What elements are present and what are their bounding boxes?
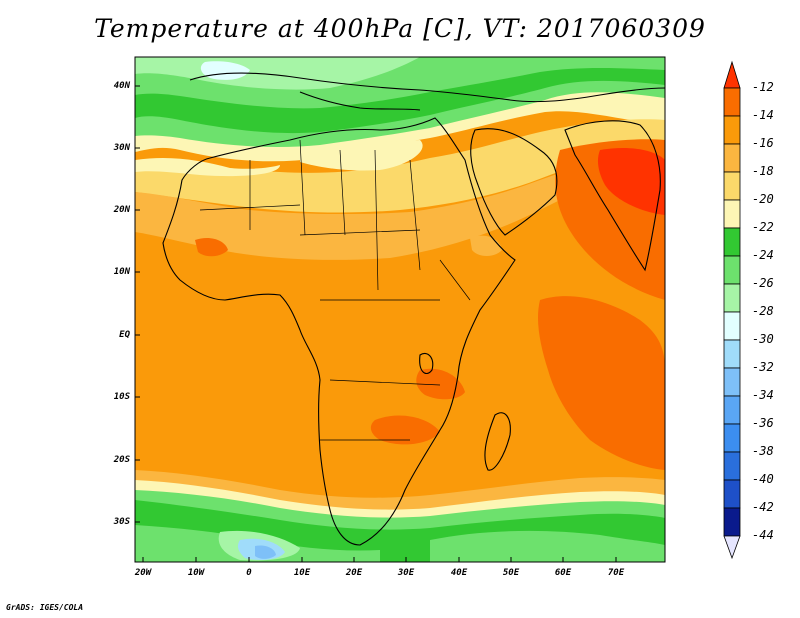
lat-label-10s: 10S — [113, 392, 130, 402]
lat-label-eq: EQ — [119, 330, 130, 340]
lon-label-50e: 50E — [502, 568, 520, 578]
field-minus22-sahara — [300, 140, 423, 171]
colorbar-arrow-top — [723, 60, 741, 89]
colorbar-level-label: -32 — [752, 360, 774, 374]
colorbar-swatch — [723, 115, 741, 145]
field-minus18-band — [135, 145, 665, 260]
country-borders — [199, 139, 471, 441]
colorbar-swatch — [723, 283, 741, 313]
colorbar-level-label: -26 — [752, 276, 774, 290]
colorbar-swatch — [723, 171, 741, 201]
lon-label-10e: 10E — [293, 568, 311, 578]
field-minus14-indian-ocean — [537, 296, 665, 470]
colorbar-level-label: -30 — [752, 332, 774, 346]
colorbar-swatch — [723, 451, 741, 481]
madagascar-coastline — [484, 412, 511, 471]
colorbar-level-label: -14 — [752, 108, 774, 122]
colorbar-level-label: -44 — [752, 528, 774, 542]
colorbar-swatch — [723, 423, 741, 453]
field-minus20-band — [135, 119, 665, 213]
colorbar-swatch — [723, 143, 741, 173]
lon-label-0: 0 — [246, 568, 252, 578]
field-minus18-horn — [470, 235, 502, 256]
lon-label-20e: 20E — [345, 568, 363, 578]
field-minus34-south — [255, 545, 276, 559]
lat-label-10n: 10N — [113, 267, 130, 277]
colorbar-level-label: -28 — [752, 304, 774, 318]
mediterranean-south — [299, 91, 421, 111]
map-frame — [134, 56, 666, 563]
africa-coastline — [162, 117, 516, 546]
coastlines — [162, 72, 665, 546]
lon-label-30e: 30E — [397, 568, 415, 578]
lon-label-60e: 60E — [554, 568, 572, 578]
lon-label-70e: 70E — [607, 568, 625, 578]
field-minus22-band — [135, 157, 280, 177]
colorbar-level-label: -40 — [752, 472, 774, 486]
colorbar — [723, 60, 741, 560]
asia-coastline — [564, 120, 661, 272]
colorbar-level-label: -42 — [752, 500, 774, 514]
colorbar-level-label: -16 — [752, 136, 774, 150]
arabia-coastline — [470, 128, 558, 236]
colorbar-swatch — [723, 479, 741, 509]
lat-label-30s: 30S — [113, 517, 130, 527]
field-minus14-mozambique — [416, 368, 465, 400]
colorbar-swatch — [723, 227, 741, 257]
field-minus14-west-africa — [195, 238, 228, 257]
colorbar-swatch — [723, 199, 741, 229]
colorbar-swatch — [723, 311, 741, 341]
colorbar-swatch — [723, 87, 741, 117]
colorbar-level-label: -36 — [752, 416, 774, 430]
colorbar-arrow-bottom — [723, 535, 741, 560]
temperature-field — [135, 57, 665, 562]
axis-ticks — [135, 85, 617, 562]
lake-victoria — [419, 352, 434, 374]
lat-label-20n: 20N — [113, 205, 130, 215]
lat-label-30n: 30N — [113, 143, 130, 153]
colorbar-level-label: -34 — [752, 388, 774, 402]
colorbar-level-label: -12 — [752, 80, 774, 94]
colorbar-level-label: -20 — [752, 192, 774, 206]
colorbar-swatch — [723, 395, 741, 425]
europe-coastline — [189, 72, 665, 103]
colorbar-level-label: -18 — [752, 164, 774, 178]
colorbar-swatch — [723, 255, 741, 285]
field-minus28-north2 — [320, 60, 365, 83]
colorbar-level-label: -38 — [752, 444, 774, 458]
lon-label-20w: 20W — [134, 568, 152, 578]
colorbar-swatch — [723, 507, 741, 537]
map-title: Temperature at 400hPa [C], VT: 201706030… — [94, 14, 706, 43]
colorbar-swatch — [723, 339, 741, 369]
lon-label-40e: 40E — [450, 568, 468, 578]
lat-label-40n: 40N — [113, 81, 130, 91]
credit-text: GrADS: IGES/COLA — [6, 603, 84, 612]
lat-label-20s: 20S — [113, 455, 130, 465]
field-minus12-india — [597, 148, 665, 215]
colorbar-level-label: -24 — [752, 248, 774, 262]
colorbar-level-label: -22 — [752, 220, 774, 234]
colorbar-swatch — [723, 367, 741, 397]
lon-label-10w: 10W — [187, 568, 205, 578]
field-minus26-south3 — [430, 530, 665, 562]
field-minus14-southern-africa — [370, 415, 440, 445]
